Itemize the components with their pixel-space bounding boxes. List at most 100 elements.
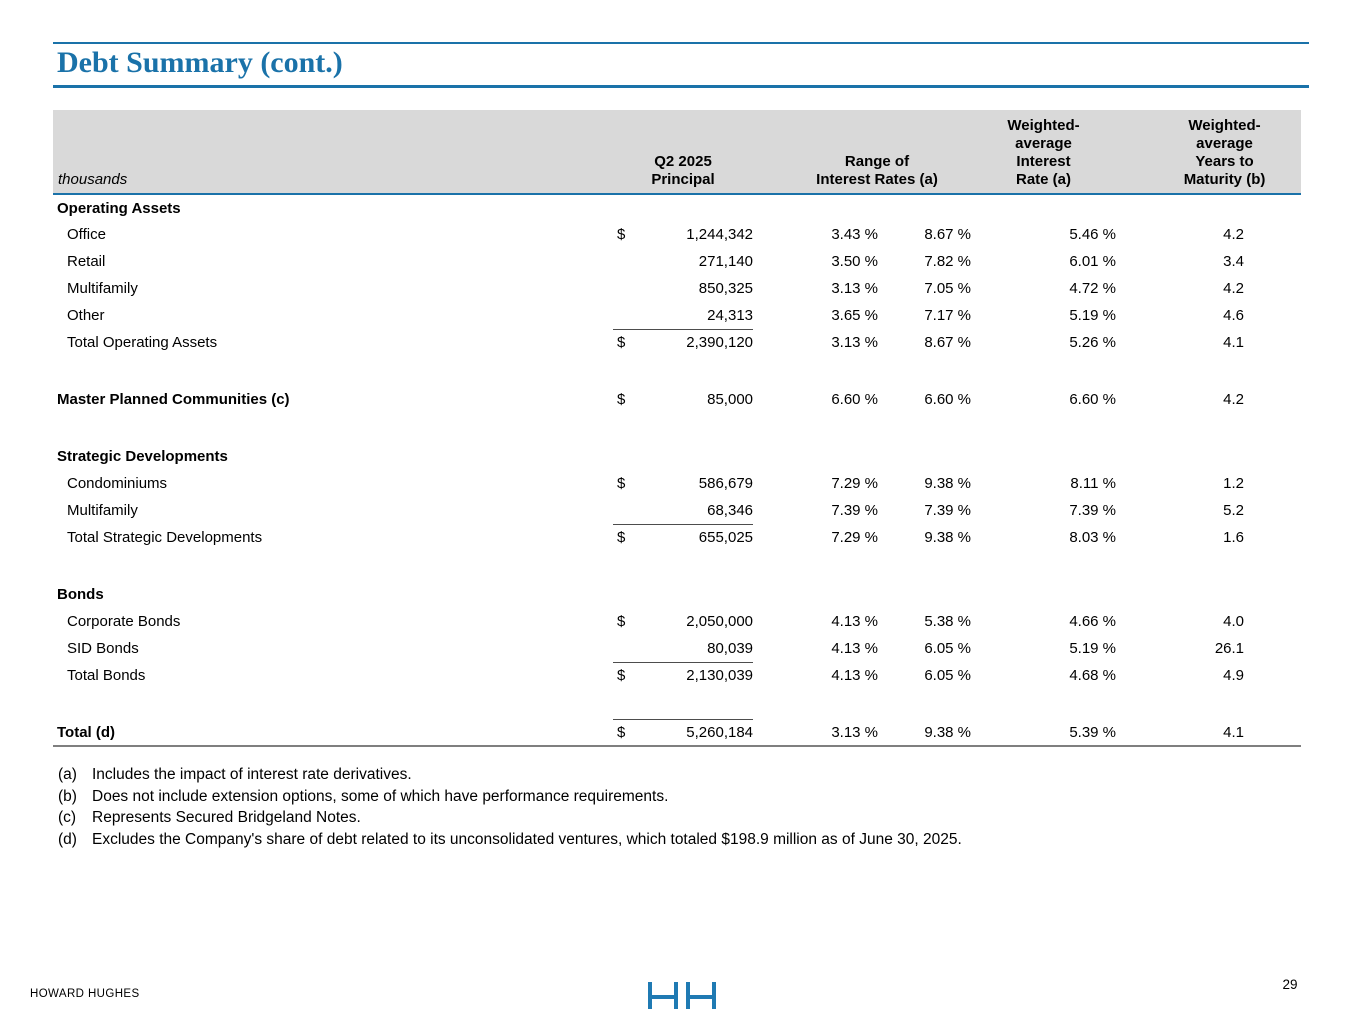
row-label: Multifamily [67, 502, 138, 519]
principal-value: 2,390,120 [637, 328, 754, 356]
dollar-sign: $ [613, 523, 637, 551]
wa-rate-value: 5.19 % [1069, 640, 1117, 657]
dollar-sign: $ [613, 718, 637, 747]
rate-min-value [753, 194, 878, 221]
row-label: SID Bonds [67, 640, 139, 657]
rate-min-value: 3.13 % [753, 719, 879, 747]
principal-value: 68,346 [707, 501, 754, 519]
column-header-principal: Q2 2025 Principal [613, 110, 754, 195]
years-value: 26.1 [1214, 640, 1245, 657]
dollar-sign [613, 302, 637, 329]
title-rule-top [53, 42, 1309, 44]
filler-cell [1244, 443, 1301, 470]
table-row: Retail 271,140 3.50 % 7.82 % 6.01 % 3.4 [53, 248, 1301, 275]
filler-cell [1244, 386, 1301, 413]
dollar-sign: $ [613, 328, 637, 356]
principal-value: 271,140 [698, 253, 754, 270]
rate-max-value: 9.38 % [924, 475, 972, 492]
filler-cell [1244, 194, 1301, 221]
column-header-wa-rate: Weighted- average Interest Rate (a) [971, 110, 1117, 195]
filler-cell [1244, 221, 1301, 248]
row-label: Total Strategic Developments [67, 529, 263, 546]
table-row: Master Planned Communities (c) $85,000 6.6… [53, 386, 1301, 413]
debt-table: thousands Q2 2025 Principal Range of Int… [53, 110, 1302, 747]
table-row: Total (d) $5,260,184 3.13 % 9.38 % 5.39 % 4.1 [53, 718, 1302, 747]
dollar-sign: $ [617, 391, 626, 408]
units-label: thousands [53, 110, 613, 195]
spacer-row [53, 413, 1301, 443]
table-body: Operating Assets Office $1,244,342 3.43 % 8.… [53, 194, 1302, 747]
years-value: 4.9 [1223, 667, 1245, 684]
wa-rate-value: 6.60 % [1069, 391, 1117, 408]
spacer-row [53, 689, 1301, 719]
filler-cell [1244, 635, 1301, 662]
years-value: 4.6 [1223, 307, 1245, 324]
years-value: 1.2 [1223, 475, 1245, 492]
rate-max-value: 9.38 % [924, 529, 972, 546]
page-number: 29 [1282, 977, 1298, 992]
filler-cell [1244, 329, 1301, 356]
principal-value: 586,679 [698, 475, 754, 492]
principal-value: 1,244,342 [686, 226, 754, 243]
years-value [1116, 194, 1244, 221]
rate-min-value [753, 443, 878, 470]
wa-rate-value: 4.66 % [1069, 613, 1117, 630]
filler-cell [1244, 581, 1301, 608]
footnote: (d) Excludes the Company's share of debt… [58, 829, 1208, 851]
wa-rate-value [971, 443, 1116, 470]
row-label: Master Planned Communities (c) [57, 391, 290, 408]
principal-value [637, 443, 753, 470]
row-label: Total Bonds [67, 667, 146, 684]
principal-value: 655,025 [637, 523, 754, 551]
filler-cell [1244, 302, 1301, 329]
footnotes: (a) Includes the impact of interest rate… [58, 764, 1208, 850]
rate-max-value [878, 443, 971, 470]
filler-cell [1244, 497, 1301, 524]
footnote-marker: (d) [58, 830, 77, 848]
wa-rate-value: 5.46 % [1069, 226, 1117, 243]
row-label: Multifamily [67, 280, 138, 297]
table-row: Total Operating Assets $2,390,120 3.13 % 8.… [53, 328, 1301, 356]
filler-cell [1244, 275, 1301, 302]
wa-rate-value: 7.39 % [1069, 502, 1117, 519]
rate-min-value: 7.39 % [831, 502, 879, 519]
table-row [53, 551, 1301, 581]
hh-logo-icon [648, 982, 716, 1009]
principal-value: 2,130,039 [637, 661, 754, 689]
spacer-row [53, 356, 1301, 386]
wa-rate-value: 8.03 % [1069, 529, 1117, 546]
dollar-sign: $ [613, 661, 637, 689]
footnote-text: Includes the impact of interest rate der… [92, 766, 412, 783]
rate-min-value: 6.60 % [831, 391, 879, 408]
wa-rate-value: 4.72 % [1069, 280, 1117, 297]
rate-min-value [753, 581, 878, 608]
principal-value: 850,325 [698, 280, 754, 297]
footnote-text: Excludes the Company's share of debt rel… [92, 830, 962, 848]
rate-min-value: 7.29 % [831, 475, 879, 492]
filler-cell [1244, 248, 1301, 275]
wa-rate-value: 4.68 % [1069, 667, 1117, 684]
footnote-text: Represents Secured Bridgeland Notes. [92, 809, 361, 826]
footnote: (a) Includes the impact of interest rate… [58, 764, 1208, 786]
spacer-row [53, 551, 1301, 581]
dollar-sign [613, 275, 637, 302]
rate-max-value: 9.38 % [878, 719, 972, 747]
principal-value: 85,000 [707, 391, 754, 408]
table-row: Multifamily 68,346 7.39 % 7.39 % 7.39 % 5.2 [53, 497, 1301, 524]
table-row: Multifamily 850,325 3.13 % 7.05 % 4.72 % 4.2 [53, 275, 1301, 302]
years-value [1116, 443, 1244, 470]
rate-min-value: 3.43 % [831, 226, 879, 243]
rate-min-value: 4.13 % [831, 667, 879, 684]
footnote-marker: (b) [58, 787, 77, 805]
table-row: Bonds [53, 581, 1301, 608]
rate-max-value: 8.67 % [924, 334, 972, 351]
table-row: Total Bonds $2,130,039 4.13 % 6.05 % 4.68 % 4… [53, 661, 1301, 689]
table-row: Other 24,313 3.65 % 7.17 % 5.19 % 4.6 [53, 302, 1301, 329]
row-label: Office [67, 226, 106, 243]
footnote: (c) Represents Secured Bridgeland Notes. [58, 807, 1208, 829]
years-value: 3.4 [1223, 253, 1245, 270]
wa-rate-value: 5.39 % [971, 719, 1117, 747]
row-label: Condominiums [67, 475, 168, 492]
row-label: Strategic Developments [57, 448, 228, 465]
rate-max-value: 7.17 % [924, 307, 972, 324]
